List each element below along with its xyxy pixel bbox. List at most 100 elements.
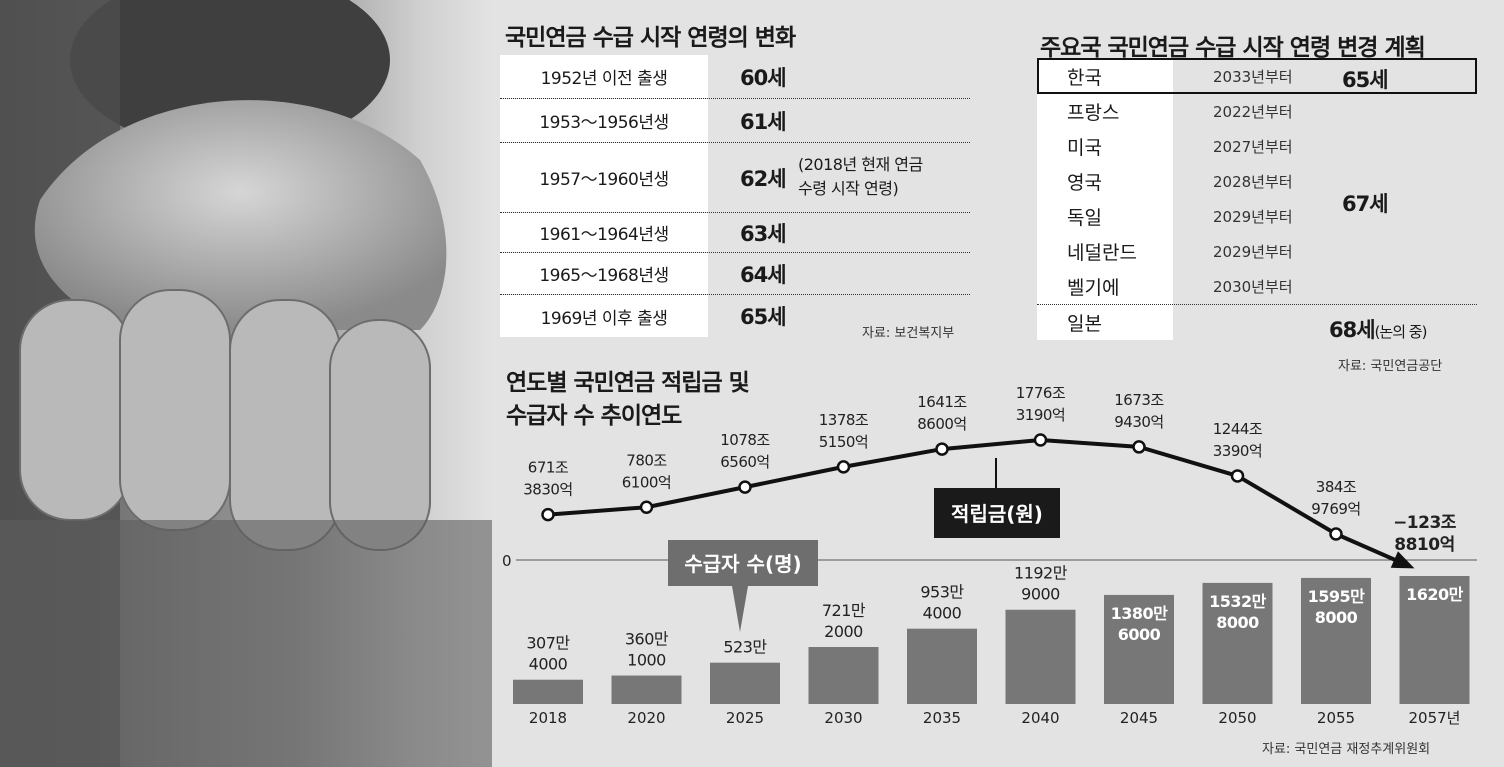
start-year: 2030년부터 (1213, 278, 1293, 296)
cohort-cell: 1961～1964년생 (500, 213, 708, 252)
fund-point (1132, 440, 1146, 454)
recipients-bar (710, 662, 780, 704)
chart-title-line2: 수급자 수 추이연도 (506, 403, 682, 429)
fund-value-label: 1378조 (819, 411, 869, 429)
fund-value-label: 9430억 (1114, 413, 1163, 431)
table-row: 1952년 이전 출생 60세 (500, 55, 970, 99)
year-tick-label: 2057년 (1409, 709, 1461, 727)
fund-point (1230, 469, 1245, 483)
fund-value-label: 1776조 (1016, 384, 1066, 402)
korea-highlight-box (1037, 58, 1477, 94)
photo-elderly-hands (0, 0, 492, 767)
recipients-value-label: 8000 (1216, 613, 1259, 632)
fund-point (1033, 433, 1048, 447)
table-row: 1965～1968년생 64세 (500, 253, 970, 295)
fund-value-label: 3190억 (1016, 406, 1065, 424)
start-year: 2022년부터 (1213, 103, 1293, 121)
fund-and-recipients-chart: 0 307만 4000 2018 360만 1000 2020 523만 2025 721만 20… (502, 384, 1477, 727)
recipients-bar (1005, 609, 1076, 704)
chart-source: 자료: 국민연금 재정추계위원회 (1262, 742, 1431, 757)
fund-series-name: 적립금(원) (951, 502, 1043, 526)
recipients-bar (1301, 577, 1371, 704)
recipients-value-label: 1532만 (1209, 592, 1267, 611)
fund-point (836, 460, 851, 474)
recipients-value-label: 4000 (923, 604, 962, 623)
recipients-value-label: 2000 (824, 622, 863, 641)
fund-point (935, 442, 949, 456)
table-row: 네덜란드 2029년부터 (1037, 234, 1477, 269)
japan-age-note: (논의 중) (1374, 323, 1428, 341)
table-row: 일본 (1037, 305, 1477, 340)
country-table: 한국 2033년부터 프랑스 2022년부터 미국 2027년부터 영국 202… (1037, 58, 1477, 342)
table-row: 미국 2027년부터 (1037, 129, 1477, 164)
table-row: 1969년 이후 출생 65세 (500, 295, 970, 337)
age-cell: 64세 (740, 262, 787, 287)
recipients-bar (611, 675, 682, 704)
fund-value-label: 9769억 (1311, 500, 1360, 518)
fund-value-label: 384조 (1316, 478, 1357, 496)
country-table-title: 주요국 국민연금 수급 시작 연령 변경 계획 (1040, 35, 1426, 61)
recipients-value-label: 523만 (723, 638, 767, 657)
japan-age-value: 68세 (1329, 318, 1376, 342)
recipients-value-label: 1620만 (1406, 585, 1464, 604)
recipients-bar (1202, 582, 1273, 704)
fund-line-arrowhead (1390, 551, 1415, 569)
start-year: 2033년부터 (1213, 67, 1293, 86)
recipients-value-label: 953만 (920, 583, 964, 602)
japan-age: 68세(논의 중) (1329, 314, 1428, 344)
recipients-bar (1399, 576, 1470, 704)
country-name: 미국 (1067, 137, 1102, 159)
age-cell: 60세 (740, 65, 787, 90)
table-row: 프랑스 2022년부터 (1037, 94, 1477, 129)
recipients-value-label: 360만 (625, 630, 669, 649)
recipients-value-label: 8000 (1315, 608, 1358, 627)
fund-value-label: 3830억 (523, 481, 572, 499)
fund-value-label: 1244조 (1213, 420, 1263, 438)
recipients-value-label: 6000 (1118, 625, 1161, 644)
cohort-cell: 1957～1960년생 (500, 143, 708, 212)
fund-callout: 적립금(원) (934, 458, 1060, 538)
recipients-callout: 수급자 수(명) (668, 540, 818, 632)
age-note-line1: (2018년 현재 연금 (798, 155, 923, 174)
year-tick-label: 2035 (923, 709, 961, 727)
table-row: 1961～1964년생 63세 (500, 213, 970, 253)
year-tick-label: 2055 (1317, 709, 1355, 727)
age-cell: 63세 (740, 221, 787, 246)
start-year: 2029년부터 (1213, 208, 1293, 226)
fund-value-label: 1641조 (917, 393, 967, 411)
year-tick-label: 2018 (529, 709, 567, 727)
fund-value-label: 1078조 (720, 431, 770, 449)
fund-value-label: 5150억 (819, 433, 868, 451)
recipients-value-label: 721만 (822, 601, 866, 620)
age-note-line2: 수령 시작 연령) (798, 179, 899, 198)
fund-value-label: 8600억 (917, 415, 966, 433)
fund-value-label: −123조 (1393, 513, 1457, 533)
fund-value-label: 671조 (528, 459, 569, 477)
fund-point (541, 507, 555, 522)
recipients-value-label: 1380만 (1111, 604, 1169, 623)
year-tick-label: 2050 (1218, 709, 1256, 727)
fund-point (738, 480, 752, 494)
table-row: 1957～1960년생 62세 (2018년 현재 연금 수령 시작 연령) (500, 143, 970, 213)
age-cell: 62세 (740, 166, 787, 191)
year-tick-label: 2040 (1021, 709, 1059, 727)
fund-point (1329, 527, 1343, 541)
cohort-cell: 1952년 이전 출생 (500, 55, 708, 98)
table-row: 한국 2033년부터 (1037, 58, 1477, 94)
chart-title-line1: 연도별 국민연금 적립금 및 (506, 370, 750, 396)
country-name: 벨기에 (1067, 277, 1120, 299)
recipients-series-name: 수급자 수(명) (684, 552, 801, 576)
table-row: 벨기에 2030년부터 (1037, 269, 1477, 305)
country-table-source: 자료: 국민연금공단 (1338, 359, 1443, 374)
cohort-cell: 1969년 이후 출생 (500, 295, 708, 337)
group-age: 67세 (1342, 192, 1389, 216)
cohort-cell: 1953～1956년생 (500, 99, 708, 142)
country-name: 독일 (1067, 207, 1102, 229)
fund-line (547, 438, 1406, 567)
age-note: (2018년 현재 연금 수령 시작 연령) (798, 153, 923, 201)
fund-value-label: 8810억 (1394, 535, 1454, 555)
country-name: 일본 (1067, 313, 1102, 335)
age-cell: 61세 (740, 109, 787, 134)
recipients-bar (1104, 594, 1174, 704)
fund-value-label: 1673조 (1114, 391, 1164, 409)
